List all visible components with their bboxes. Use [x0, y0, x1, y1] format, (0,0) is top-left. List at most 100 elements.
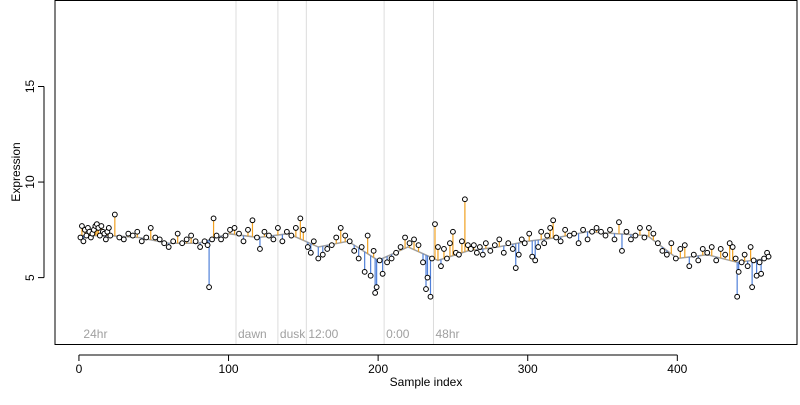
x-tick-label: 100	[219, 362, 239, 376]
period-marker-label: 0:00	[386, 327, 410, 341]
deviation-stems	[79, 199, 770, 297]
data-point	[406, 240, 413, 247]
data-point	[188, 232, 195, 239]
data-point	[266, 232, 272, 239]
data-point	[750, 257, 757, 264]
data-point	[557, 238, 564, 245]
data-point	[708, 244, 715, 250]
data-point	[550, 217, 557, 224]
data-point	[372, 290, 379, 296]
data-point	[532, 257, 539, 264]
data-point	[562, 226, 569, 233]
data-point	[201, 238, 208, 245]
data-point	[461, 196, 468, 203]
data-point	[650, 230, 657, 237]
data-point	[654, 240, 661, 247]
y-tick-label: 15	[23, 80, 37, 94]
data-point	[388, 255, 395, 262]
period-marker-lines	[235, 0, 434, 345]
data-point	[470, 242, 477, 249]
period-marker-label: dusk	[280, 327, 306, 341]
data-point	[105, 225, 112, 231]
data-point	[491, 242, 498, 249]
data-point	[107, 232, 114, 239]
data-point	[300, 226, 307, 233]
data-point	[473, 249, 480, 256]
data-point	[315, 255, 322, 262]
data-point	[756, 259, 763, 266]
data-point	[464, 242, 471, 249]
y-axis: 5 10 15	[23, 80, 45, 281]
data-point	[209, 236, 215, 243]
data-point	[744, 263, 751, 270]
data-point	[120, 236, 127, 243]
data-point	[690, 251, 697, 258]
data-point	[411, 236, 417, 243]
y-tick-label: 10	[23, 175, 37, 189]
data-point	[529, 253, 536, 260]
data-point	[628, 236, 634, 243]
period-marker-label: 12:00	[308, 327, 338, 341]
data-point	[283, 228, 290, 235]
data-point	[668, 240, 675, 247]
data-point	[420, 259, 426, 266]
data-point	[402, 234, 408, 241]
data-point	[677, 246, 684, 252]
data-point	[749, 284, 756, 291]
data-point	[632, 232, 639, 239]
data-point	[722, 251, 729, 258]
data-point	[423, 286, 429, 292]
data-point	[735, 268, 742, 275]
data-point	[307, 249, 314, 256]
data-point	[138, 238, 145, 245]
data-point	[373, 284, 380, 291]
data-point	[174, 230, 181, 237]
data-point	[351, 247, 358, 254]
data-point	[183, 236, 190, 243]
data-point	[367, 272, 374, 279]
data-point	[304, 244, 311, 250]
data-point	[270, 236, 277, 243]
data-point	[161, 240, 168, 247]
data-point	[541, 240, 548, 247]
data-point	[681, 242, 688, 249]
data-point	[240, 238, 247, 245]
y-tick-label: 5	[23, 274, 37, 281]
data-point	[538, 228, 545, 235]
period-marker-label: dawn	[238, 327, 267, 341]
data-point	[704, 249, 711, 256]
data-point	[210, 215, 217, 222]
data-point	[598, 228, 604, 235]
data-point	[509, 246, 516, 252]
data-point	[479, 251, 486, 258]
data-point	[645, 225, 652, 231]
data-point	[415, 242, 422, 249]
data-point	[358, 244, 365, 250]
data-point	[547, 225, 554, 231]
data-point	[619, 247, 625, 254]
data-point	[342, 232, 349, 239]
data-point	[77, 234, 84, 241]
data-point	[713, 257, 720, 264]
data-point	[197, 244, 204, 250]
period-marker-label: 24hr	[83, 327, 107, 341]
data-point	[467, 246, 474, 252]
data-point	[254, 234, 260, 241]
data-point	[257, 246, 263, 252]
data-point	[553, 234, 560, 241]
data-point	[717, 246, 724, 252]
data-point	[333, 234, 340, 241]
data-point	[611, 236, 618, 243]
data-point	[79, 223, 85, 229]
data-point	[432, 221, 438, 228]
data-point	[487, 247, 494, 254]
x-tick-label: 0	[76, 362, 83, 376]
data-point	[370, 247, 377, 254]
data-point	[279, 238, 286, 245]
data-point	[364, 232, 371, 239]
x-axis-label: Sample index	[390, 375, 463, 389]
data-point	[441, 246, 447, 252]
data-point	[476, 244, 483, 250]
data-point	[129, 232, 136, 239]
